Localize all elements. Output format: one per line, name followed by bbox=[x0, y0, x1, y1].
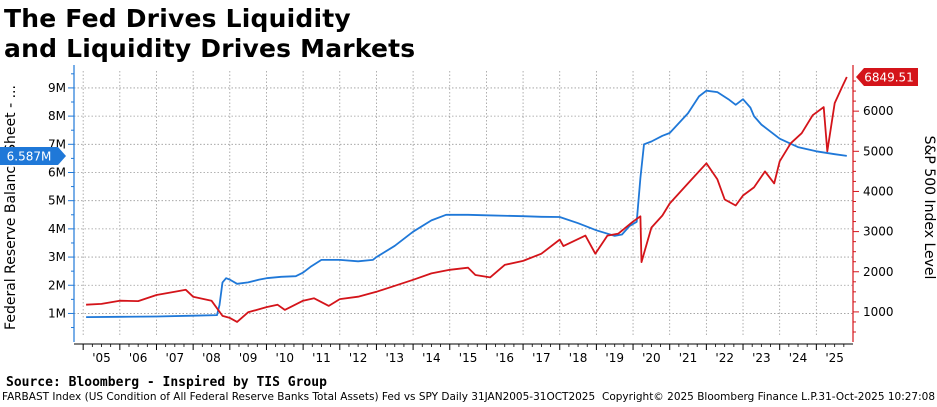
fed-last-value-flag bbox=[0, 146, 66, 165]
left-tick-label: 4M bbox=[48, 222, 66, 236]
chart-title-line-2: and Liquidity Drives Markets bbox=[4, 34, 416, 63]
x-tick-label: '24 bbox=[789, 351, 808, 365]
footer-description: FARBAST Index (US Condition of All Feder… bbox=[2, 391, 596, 403]
x-tick-label: '16 bbox=[495, 351, 514, 365]
left-tick-label: 8M bbox=[48, 109, 66, 123]
x-tick-label: '11 bbox=[312, 351, 331, 365]
series-lines bbox=[86, 76, 848, 323]
gridlines bbox=[74, 71, 853, 336]
x-tick-label: '08 bbox=[202, 351, 221, 365]
x-tick-label: '13 bbox=[385, 351, 404, 365]
left-tick-label: 2M bbox=[48, 278, 66, 292]
x-tick-label: '22 bbox=[715, 351, 734, 365]
left-tick-label: 9M bbox=[48, 81, 66, 95]
x-tick-label: '10 bbox=[275, 351, 294, 365]
left-tick-label: 5M bbox=[48, 194, 66, 208]
source-note: Source: Bloomberg - Inspired by TIS Grou… bbox=[6, 375, 327, 390]
chart-title-line-1: The Fed Drives Liquidity bbox=[4, 4, 351, 33]
left-tick-label: 3M bbox=[48, 250, 66, 264]
right-tick-label: 1000 bbox=[863, 305, 894, 319]
left-tick-label: 6M bbox=[48, 165, 66, 179]
x-tick-label: '23 bbox=[752, 351, 771, 365]
x-tick-label: '18 bbox=[569, 351, 588, 365]
footer-copyright: Copyright© 2025 Bloomberg Finance L.P. bbox=[602, 391, 819, 403]
x-tick-label: '09 bbox=[239, 351, 258, 365]
x-tick-label: '15 bbox=[459, 351, 478, 365]
right-tick-label: 5000 bbox=[863, 144, 894, 158]
x-tick-label: '19 bbox=[605, 351, 624, 365]
right-tick-label: 2000 bbox=[863, 265, 894, 279]
axis-labels: '05 '06 '07 '08 '09 '10 '11 '12 '13 '14 '15 '16 '17 '… bbox=[0, 68, 937, 365]
x-tick-label: '21 bbox=[679, 351, 698, 365]
x-tick-label: '17 bbox=[532, 351, 551, 365]
axes bbox=[68, 65, 859, 350]
x-tick-label: '06 bbox=[129, 351, 148, 365]
sp500-last-value-label: 6849.51 bbox=[864, 71, 914, 85]
footer: FARBAST Index (US Condition of All Feder… bbox=[2, 391, 935, 405]
x-tick-label: '12 bbox=[349, 351, 368, 365]
right-axis-title: S&P 500 Index Level bbox=[921, 136, 937, 280]
sp500-last-value-flag bbox=[856, 68, 918, 87]
footer-timestamp: 31-Oct-2025 10:27:08 bbox=[818, 391, 935, 403]
fed-last-value-label: 6.587M bbox=[7, 149, 52, 163]
fed-balance-sheet-line bbox=[86, 89, 847, 318]
chart: '05 '06 '07 '08 '09 '10 '11 '12 '13 '14 '15 '16 '17 '… bbox=[0, 65, 937, 365]
right-tick-label: 6000 bbox=[863, 104, 894, 118]
left-tick-label: 1M bbox=[48, 306, 66, 320]
chart-title: The Fed Drives Liquidity and Liquidity D… bbox=[4, 4, 415, 64]
right-tick-label: 4000 bbox=[863, 184, 894, 198]
x-tick-label: '05 bbox=[92, 351, 111, 365]
x-tick-label: '20 bbox=[642, 351, 661, 365]
x-tick-label: '14 bbox=[422, 351, 441, 365]
sp500-line bbox=[86, 76, 848, 323]
right-tick-label: 3000 bbox=[863, 225, 894, 239]
x-tick-label: '25 bbox=[825, 351, 844, 365]
x-tick-label: '07 bbox=[166, 351, 185, 365]
left-axis-title: Federal Reserve Balance Sheet - ... bbox=[3, 85, 19, 330]
